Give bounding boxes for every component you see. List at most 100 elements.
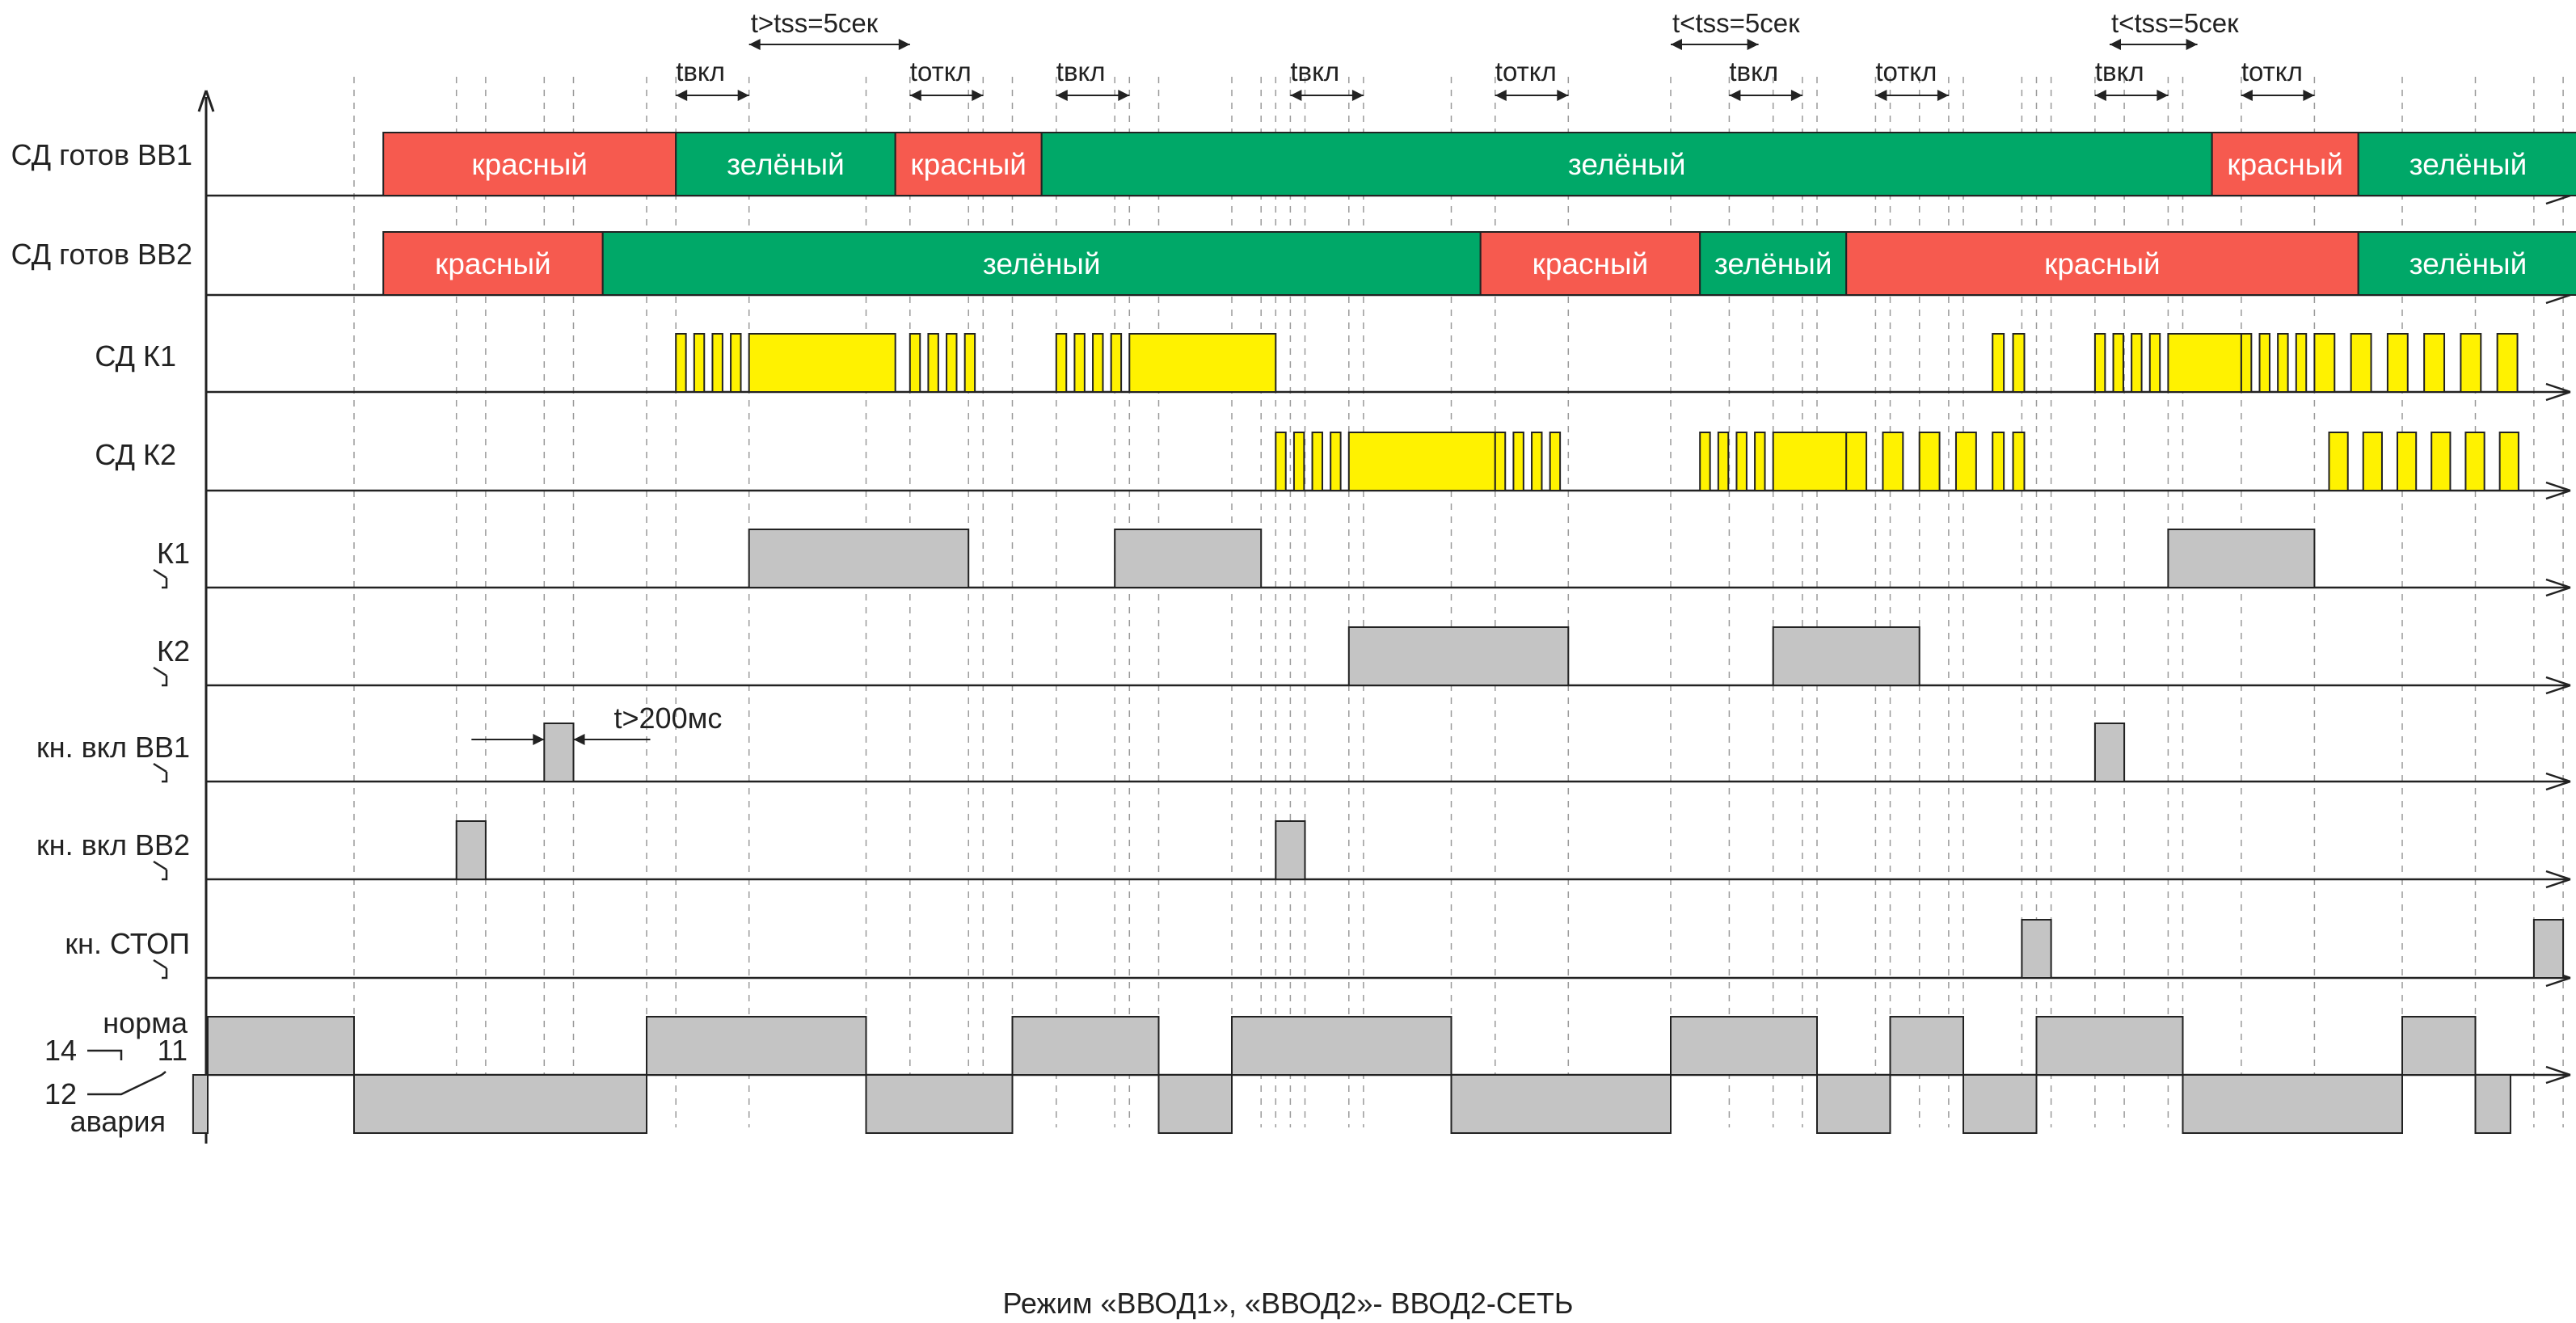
led-blink bbox=[2112, 333, 2124, 393]
row-kn-stop bbox=[153, 919, 2571, 988]
row-sd-vv1 bbox=[206, 132, 2576, 205]
state-segment-label: зелёный bbox=[983, 247, 1101, 280]
row-label: СД готов ВВ1 bbox=[11, 138, 192, 171]
norma-segment bbox=[1231, 1016, 1452, 1076]
led-blink bbox=[2350, 333, 2372, 393]
avaria-segment bbox=[865, 1074, 1014, 1134]
led-blink bbox=[2423, 333, 2446, 393]
avaria-segment bbox=[2474, 1074, 2511, 1134]
avaria-segment bbox=[192, 1074, 209, 1134]
state-segment bbox=[894, 132, 1043, 196]
avaria-segment bbox=[353, 1074, 647, 1134]
phase-marker-arrow bbox=[909, 90, 921, 101]
row-axis-arrow bbox=[2545, 382, 2571, 402]
time-marker-arrow bbox=[1747, 39, 1759, 50]
led-blink bbox=[2498, 432, 2519, 491]
led-blink bbox=[1330, 432, 1342, 491]
time-marker-arrow bbox=[898, 39, 910, 50]
row-kn-vkl-vv1 bbox=[153, 723, 2571, 791]
phase-marker-arrow bbox=[676, 90, 688, 101]
led-blink bbox=[909, 333, 921, 393]
avaria-label: авария bbox=[70, 1105, 166, 1138]
led-blink bbox=[2012, 432, 2026, 491]
row-label: К1 bbox=[157, 537, 190, 570]
contact-symbol bbox=[153, 762, 168, 783]
avaria-segment bbox=[1963, 1074, 2038, 1134]
row-k1 bbox=[153, 529, 2571, 597]
time-marker-arrow bbox=[748, 39, 761, 50]
y-axis-arrow bbox=[197, 90, 215, 112]
led-blink bbox=[693, 333, 706, 393]
state-segment bbox=[1040, 132, 2213, 196]
state-segment bbox=[382, 231, 604, 296]
phase-marker-arrow bbox=[1290, 90, 1302, 101]
contact-symbol bbox=[153, 860, 168, 881]
led-blink bbox=[1918, 432, 1941, 491]
led-blink bbox=[730, 333, 742, 393]
contact-symbol bbox=[153, 568, 168, 589]
norma-segment bbox=[2401, 1016, 2477, 1076]
row-label: кн. вкл ВВ1 bbox=[36, 731, 190, 764]
avaria-segment bbox=[2182, 1074, 2403, 1134]
row-axis-arrow bbox=[2545, 870, 2571, 889]
led-blink bbox=[1882, 432, 1904, 491]
relay-pulse bbox=[2532, 919, 2565, 979]
led-blink bbox=[1992, 333, 2005, 393]
led-blink bbox=[2460, 333, 2482, 393]
avaria-segment bbox=[1816, 1074, 1891, 1134]
led-blink bbox=[2328, 432, 2349, 491]
led-blink bbox=[1494, 432, 1507, 491]
relay-pulse bbox=[2093, 723, 2126, 782]
row-axis-arrow bbox=[2545, 676, 2571, 695]
led-blink bbox=[2148, 333, 2161, 393]
annotation-label: t>200мс bbox=[614, 702, 723, 735]
phase-marker-arrow bbox=[1056, 90, 1068, 101]
led-blink bbox=[1845, 432, 1868, 491]
phase-marker-arrow bbox=[972, 90, 984, 101]
avaria-segment bbox=[1450, 1074, 1672, 1134]
phase-marker-arrow bbox=[1557, 90, 1569, 101]
led-blink bbox=[1735, 432, 1748, 491]
led-steady bbox=[748, 333, 896, 393]
time-marker-label: t>tss=5сек bbox=[751, 8, 879, 38]
time-marker-arrow bbox=[2110, 39, 2121, 50]
led-blink bbox=[1699, 432, 1711, 491]
phase-marker-arrow bbox=[2157, 90, 2169, 101]
norma-segment bbox=[2035, 1016, 2184, 1076]
led-blink bbox=[1092, 333, 1104, 393]
relay-pulse bbox=[543, 723, 575, 782]
led-blink bbox=[1531, 432, 1543, 491]
contact-symbol bbox=[153, 959, 168, 980]
phase-marker-label: tоткл bbox=[1495, 57, 1557, 86]
led-blink bbox=[2258, 333, 2270, 393]
phase-marker-arrow bbox=[1495, 90, 1507, 101]
phase-marker-label: tвкл bbox=[2095, 57, 2144, 86]
row-sd-k1 bbox=[206, 333, 2571, 402]
led-steady bbox=[1128, 333, 1277, 393]
phase-marker-arrow bbox=[1937, 90, 1949, 101]
time-marker-label: t<tss=5сек bbox=[1672, 8, 1800, 38]
relay-pulse bbox=[1114, 529, 1263, 588]
norma-segment bbox=[1670, 1016, 1818, 1076]
state-segment bbox=[382, 132, 677, 196]
relay-pulse bbox=[455, 820, 487, 880]
relay-pulse bbox=[2167, 529, 2316, 588]
state-segment-label: зелёный bbox=[1568, 148, 1686, 181]
state-segment-label: красный bbox=[435, 247, 551, 280]
annotation-arrow bbox=[573, 734, 585, 745]
phase-marker-arrow bbox=[737, 90, 749, 101]
led-blink bbox=[2295, 333, 2308, 393]
phase-marker-label: tвкл bbox=[1290, 57, 1339, 86]
led-blink bbox=[1512, 432, 1524, 491]
state-segment-label: красный bbox=[910, 148, 1027, 181]
state-segment bbox=[601, 231, 1482, 296]
led-blink bbox=[2362, 432, 2383, 491]
led-blink bbox=[675, 333, 687, 393]
row-axis-arrow bbox=[2545, 481, 2571, 500]
state-segment-label: зелёный bbox=[727, 148, 845, 181]
state-segment bbox=[1845, 231, 2359, 296]
row-norma-avaria bbox=[87, 1016, 2571, 1134]
led-blink bbox=[927, 333, 939, 393]
led-blink bbox=[711, 333, 723, 393]
